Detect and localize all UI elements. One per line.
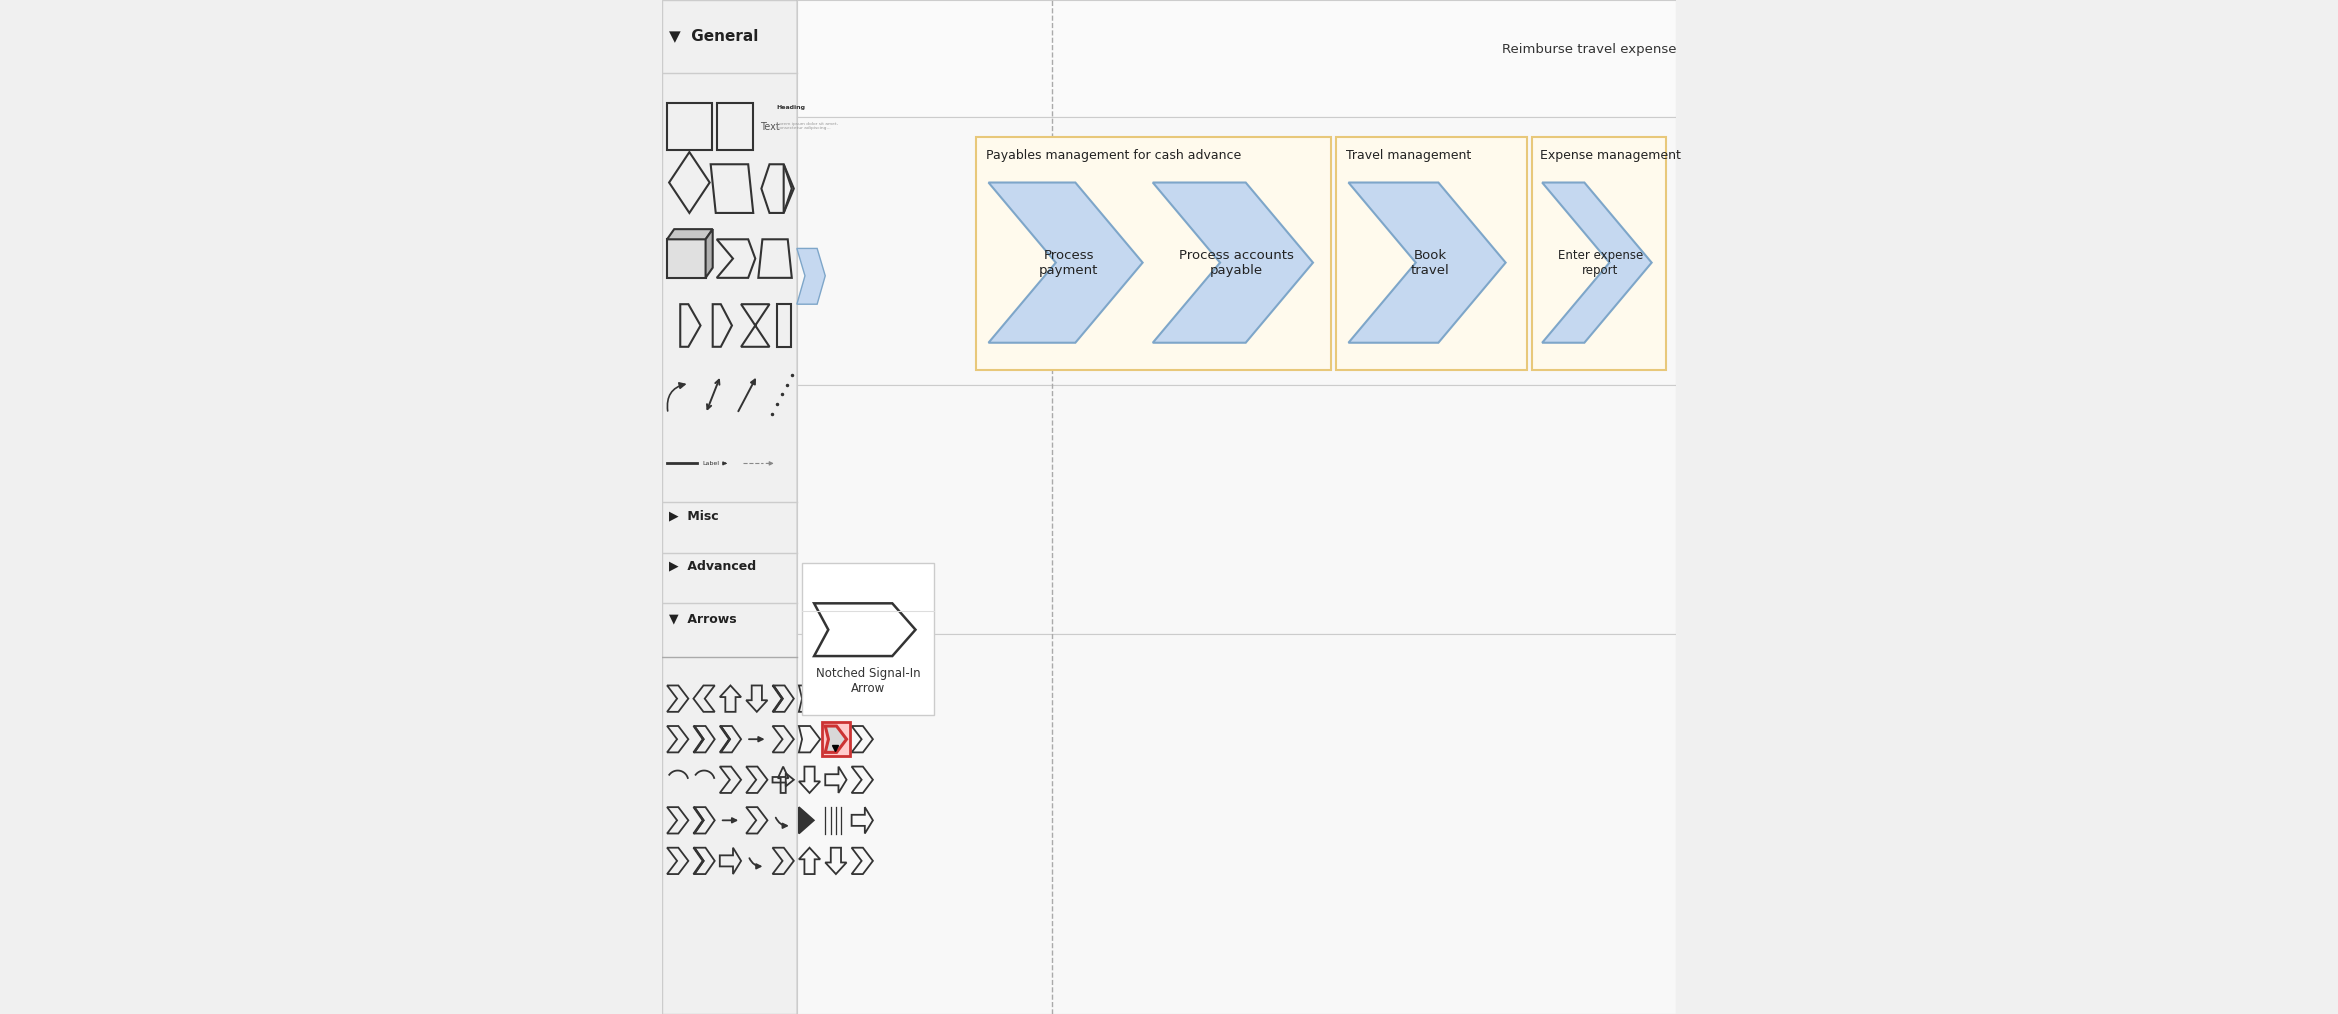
Text: ▶  Advanced: ▶ Advanced [669,560,755,573]
FancyBboxPatch shape [1531,137,1667,370]
Polygon shape [797,248,825,304]
FancyBboxPatch shape [797,0,1676,117]
Text: Process
payment: Process payment [1040,248,1099,277]
Polygon shape [666,229,713,239]
Text: Heading: Heading [776,105,807,111]
FancyBboxPatch shape [797,117,1676,385]
Polygon shape [1543,183,1651,343]
Text: Book
travel: Book travel [1412,248,1450,277]
Text: Expense management: Expense management [1541,149,1681,162]
Text: Notched Signal-In
Arrow: Notched Signal-In Arrow [816,666,921,695]
FancyBboxPatch shape [802,563,933,715]
Polygon shape [825,726,846,752]
FancyBboxPatch shape [823,722,849,756]
Text: Enter expense
report: Enter expense report [1557,248,1644,277]
Text: Travel management: Travel management [1347,149,1471,162]
Polygon shape [1153,183,1314,343]
Text: Text: Text [760,122,781,132]
Text: ▶  Misc: ▶ Misc [669,509,718,522]
Text: ▼  General: ▼ General [669,28,758,44]
Polygon shape [1349,183,1506,343]
Text: Payables management for cash advance: Payables management for cash advance [987,149,1241,162]
Text: Reimburse travel expense: Reimburse travel expense [1501,43,1676,56]
FancyBboxPatch shape [662,0,797,1014]
Polygon shape [814,603,916,656]
Text: Lorem ipsum dolor sit amet,
consectetur adipiscing...: Lorem ipsum dolor sit amet, consectetur … [776,122,837,130]
Polygon shape [989,183,1143,343]
Polygon shape [706,229,713,278]
FancyBboxPatch shape [666,239,706,278]
Text: ▼  Arrows: ▼ Arrows [669,612,736,626]
FancyBboxPatch shape [797,385,1676,634]
Polygon shape [800,807,814,834]
FancyBboxPatch shape [1337,137,1527,370]
FancyBboxPatch shape [797,634,1676,1014]
FancyBboxPatch shape [797,0,1676,1014]
FancyBboxPatch shape [977,137,1330,370]
Text: Label: Label [701,461,725,465]
Text: Process accounts
payable: Process accounts payable [1178,248,1293,277]
